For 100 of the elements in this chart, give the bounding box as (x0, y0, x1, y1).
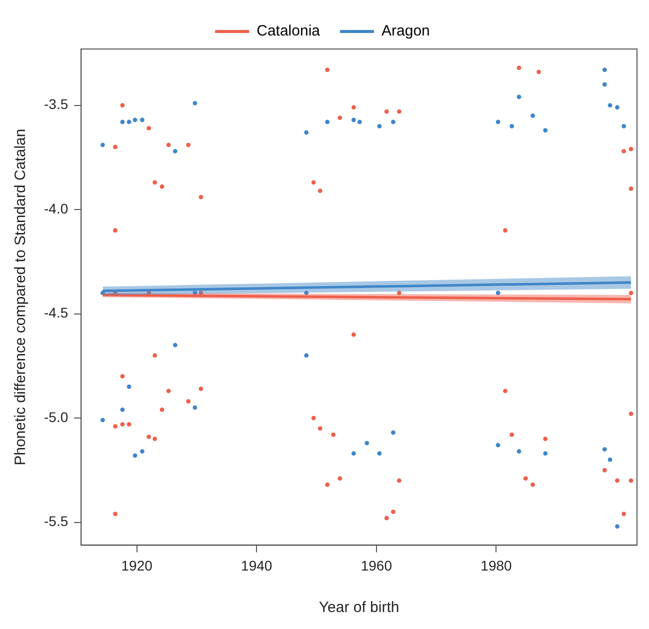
point (198, 386, 204, 392)
point (304, 290, 309, 296)
point (615, 524, 620, 529)
point (100, 142, 105, 148)
point (384, 516, 389, 520)
point (391, 430, 396, 435)
y-tick-label: -5.5 (44, 513, 68, 530)
point (615, 105, 620, 110)
point (377, 124, 382, 128)
point (325, 482, 330, 487)
point (351, 332, 356, 337)
point (120, 120, 125, 124)
point (120, 422, 125, 426)
point (132, 453, 138, 458)
point (186, 399, 191, 404)
point (615, 478, 620, 483)
point (166, 388, 171, 394)
point (152, 436, 157, 442)
point (338, 116, 342, 120)
point (496, 442, 500, 448)
point (396, 290, 402, 296)
point (198, 194, 204, 200)
point (126, 422, 132, 426)
point (351, 118, 356, 122)
point (192, 405, 198, 410)
point (140, 449, 144, 454)
point (311, 416, 316, 420)
point (622, 124, 626, 128)
point (126, 384, 132, 389)
point (543, 451, 548, 456)
x-axis-title: Year of birth (318, 599, 400, 616)
x-tick-label: 1960 (360, 557, 392, 574)
point (496, 120, 500, 124)
point (338, 476, 342, 481)
point (152, 353, 157, 358)
y-tick-label: -4.5 (44, 304, 68, 321)
point (172, 148, 178, 154)
x-tick-label: 1940 (241, 557, 272, 574)
point (113, 424, 118, 429)
point (146, 126, 152, 130)
point (304, 353, 309, 358)
point (396, 478, 402, 483)
point (331, 432, 336, 437)
point (516, 66, 522, 70)
point (391, 510, 396, 514)
point (120, 407, 125, 412)
point (113, 228, 118, 233)
point (503, 388, 508, 394)
x-tick-label: 1920 (121, 557, 153, 574)
point (530, 482, 535, 487)
point (628, 290, 634, 296)
point (384, 109, 389, 114)
point (166, 142, 171, 148)
point (602, 468, 607, 472)
point (325, 120, 330, 124)
point (510, 124, 514, 128)
point (602, 68, 607, 72)
point (160, 184, 164, 189)
legend-label: Catalonia (256, 22, 321, 40)
y-axis-title: Phonetic difference compared to Standard Catalan (12, 128, 30, 466)
point (543, 436, 548, 442)
point (543, 128, 548, 133)
point (628, 412, 634, 416)
point (304, 130, 309, 135)
point (503, 228, 508, 233)
point (377, 451, 382, 456)
point (516, 449, 522, 454)
point (516, 94, 522, 100)
point (351, 451, 356, 456)
point (140, 118, 144, 122)
point (622, 512, 626, 516)
point (530, 114, 535, 118)
point (126, 120, 132, 124)
point (602, 447, 607, 452)
point (628, 146, 634, 152)
point (608, 103, 612, 108)
point (628, 478, 634, 483)
point (311, 180, 316, 185)
point (396, 109, 402, 114)
point (152, 180, 157, 185)
point (391, 120, 396, 124)
point (113, 144, 118, 150)
point (628, 186, 634, 191)
point (186, 142, 191, 148)
point (100, 418, 105, 422)
point (318, 426, 322, 431)
point (120, 374, 125, 379)
y-tick-label: -4.0 (44, 200, 68, 216)
y-tick-label: -3.5 (44, 96, 68, 112)
legend-label: Aragon (382, 22, 430, 40)
point (325, 68, 330, 72)
point (318, 188, 322, 193)
point (357, 120, 362, 124)
point (602, 82, 607, 87)
y-tick-label: -5.0 (44, 408, 68, 425)
point (113, 512, 118, 516)
point (510, 432, 514, 437)
point (536, 70, 541, 74)
point (622, 148, 626, 154)
point (351, 105, 356, 110)
